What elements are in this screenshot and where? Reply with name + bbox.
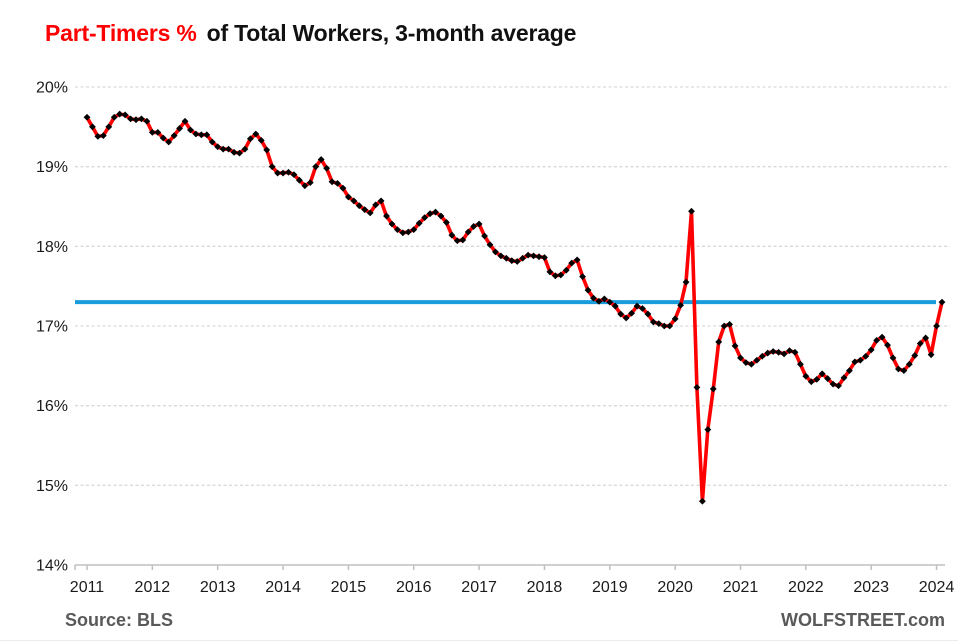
svg-text:2022: 2022 bbox=[788, 579, 824, 596]
svg-text:2011: 2011 bbox=[70, 579, 105, 596]
chart-title-rest: of Total Workers, 3-month average bbox=[206, 20, 577, 46]
site-brand: WOLFSTREET.com bbox=[780, 610, 945, 630]
svg-text:2012: 2012 bbox=[135, 579, 171, 596]
svg-text:20%: 20% bbox=[36, 80, 68, 97]
svg-text:2018: 2018 bbox=[527, 579, 563, 596]
x-axis-labels: 2011 2012 2013 2014 2015 2016 2017 2018 2019 2020… bbox=[70, 579, 955, 596]
svg-text:18%: 18% bbox=[36, 239, 68, 256]
svg-text:2023: 2023 bbox=[853, 579, 889, 596]
svg-text:14%: 14% bbox=[36, 558, 68, 575]
chart-title-highlight: Part-Timers % bbox=[45, 20, 197, 46]
svg-text:2015: 2015 bbox=[331, 579, 367, 596]
svg-text:2019: 2019 bbox=[592, 579, 628, 596]
svg-text:16%: 16% bbox=[36, 398, 68, 415]
source-note: Source: BLS bbox=[65, 610, 174, 630]
chart-title: Part-Timers % of Total Workers, 3-month a… bbox=[45, 20, 576, 47]
svg-text:2017: 2017 bbox=[461, 579, 497, 596]
svg-text:2024: 2024 bbox=[919, 579, 955, 596]
svg-text:17%: 17% bbox=[36, 319, 68, 336]
svg-text:2016: 2016 bbox=[396, 579, 432, 596]
x-axis bbox=[74, 564, 945, 570]
svg-text:19%: 19% bbox=[36, 159, 68, 176]
svg-text:2020: 2020 bbox=[657, 579, 693, 596]
svg-text:2014: 2014 bbox=[265, 579, 301, 596]
series-line bbox=[85, 112, 944, 504]
gridlines bbox=[75, 86, 950, 486]
y-axis-labels: 20% 19% 18% 17% 16% 15% 14% bbox=[36, 80, 68, 575]
series-markers bbox=[83, 110, 946, 505]
svg-text:2013: 2013 bbox=[200, 579, 236, 596]
svg-text:15%: 15% bbox=[36, 478, 68, 495]
svg-text:2021: 2021 bbox=[723, 579, 759, 596]
